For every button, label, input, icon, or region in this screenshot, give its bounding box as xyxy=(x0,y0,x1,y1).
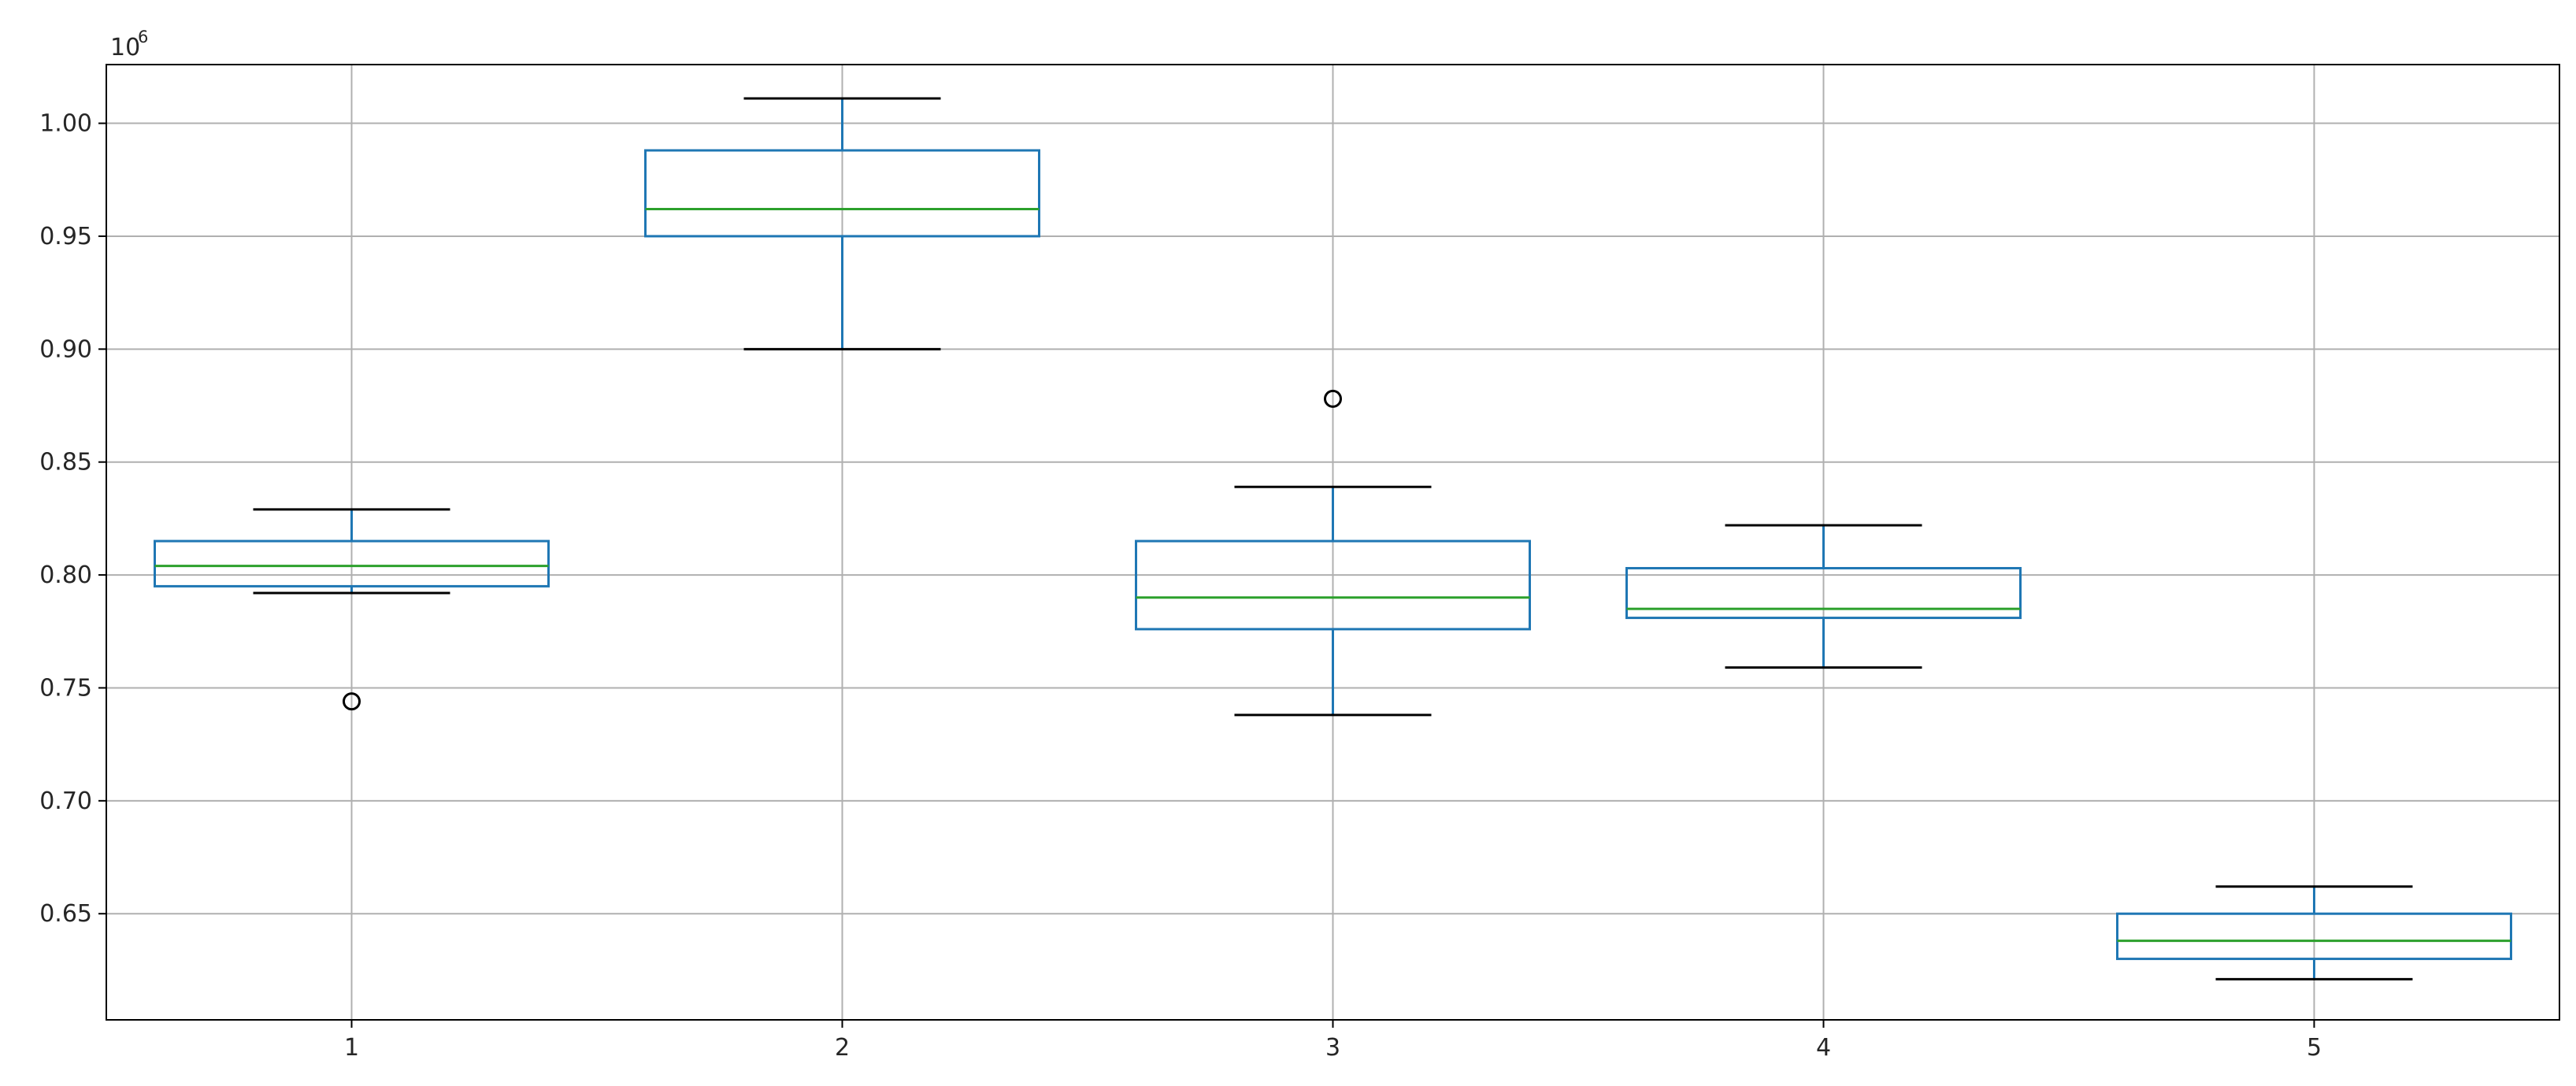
y-tick-label: 0.70 xyxy=(39,788,92,815)
y-tick-label: 0.85 xyxy=(39,449,92,476)
iqr-box xyxy=(2116,912,2512,961)
iqr-box xyxy=(644,149,1040,238)
box-2 xyxy=(644,97,1040,350)
x-tick-label: 4 xyxy=(1816,1034,1831,1062)
iqr-box xyxy=(1625,566,2022,620)
x-tick-label: 1 xyxy=(344,1034,359,1062)
y-tick-label: 0.65 xyxy=(39,900,92,928)
outlier-point xyxy=(1324,389,1342,408)
y-tick-label: 0.90 xyxy=(39,335,92,363)
offset-base: 10 xyxy=(110,34,140,61)
axis-offset-text: 10 6 xyxy=(110,28,148,61)
x-tick-label: 5 xyxy=(2307,1034,2322,1062)
x-tick-label: 3 xyxy=(1325,1034,1340,1062)
box-3 xyxy=(1135,389,1531,717)
box-4 xyxy=(1625,524,2022,669)
y-tick-label: 0.80 xyxy=(39,562,92,589)
y-tick-label: 0.95 xyxy=(39,223,92,250)
tick-layer: 0.65 0.70 0.75 0.80 0.85 0.90 0.95 1.00 1 2 3 4 5 xyxy=(39,110,2322,1062)
box-1 xyxy=(154,508,550,711)
offset-exponent: 6 xyxy=(138,28,148,46)
y-tick-label: 0.75 xyxy=(39,674,92,702)
box-layer xyxy=(154,97,2512,980)
outlier-point xyxy=(343,692,361,711)
x-tick-label: 2 xyxy=(835,1034,850,1062)
iqr-box xyxy=(1135,539,1531,631)
grid-layer xyxy=(106,65,2559,1020)
y-tick-label: 1.00 xyxy=(39,110,92,138)
iqr-box xyxy=(154,539,550,587)
box-5 xyxy=(2116,885,2512,980)
